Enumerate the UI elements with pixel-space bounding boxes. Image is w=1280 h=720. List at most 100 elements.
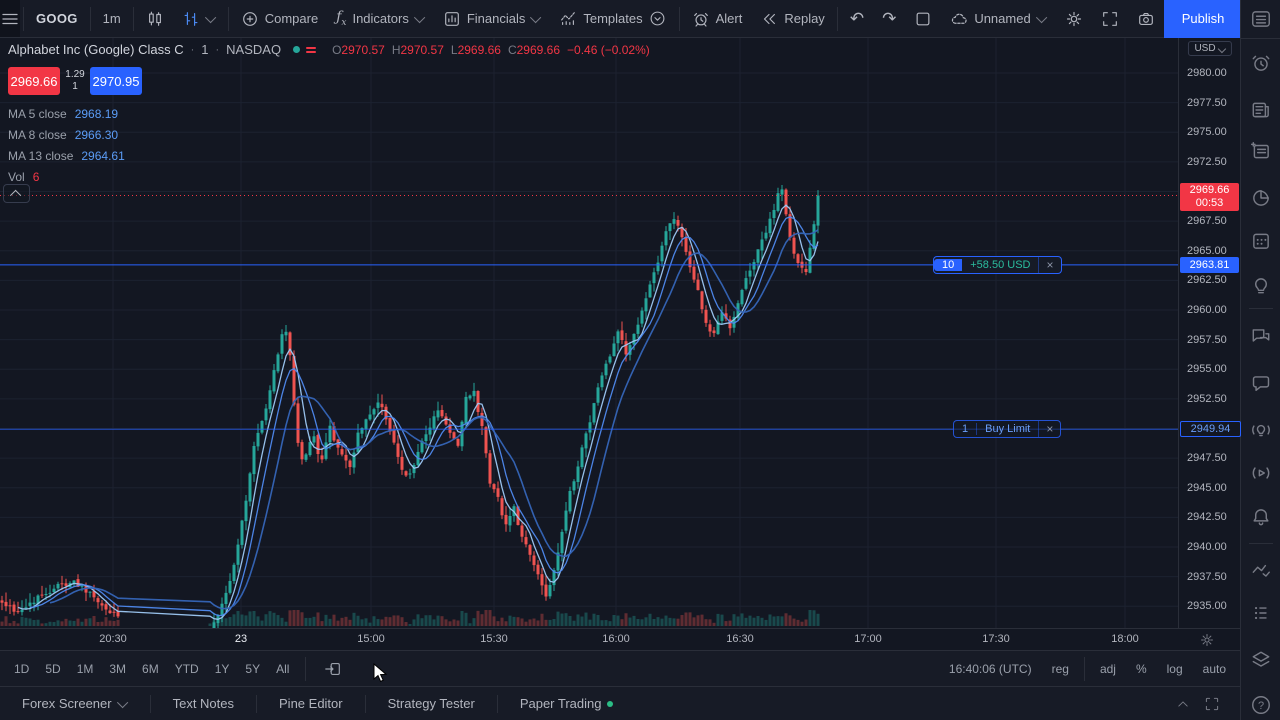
range-ytd-button[interactable]: YTD	[174, 661, 199, 676]
ideas-icon[interactable]	[1250, 274, 1272, 296]
screenshot-button[interactable]	[1128, 5, 1164, 33]
main-menu-button[interactable]	[0, 0, 20, 37]
price-tick-label: 2977.50	[1187, 96, 1227, 109]
price-axis[interactable]: USD 2969.66 00:53 2963.81 2949.94 2980.0…	[1178, 38, 1241, 628]
ideas-stream-icon[interactable]	[1250, 419, 1272, 441]
chart-area[interactable]: Alphabet Inc (Google) Class C · 1 · NASD…	[0, 38, 1178, 628]
hotlists-icon[interactable]	[1250, 187, 1272, 209]
object-tree-icon[interactable]	[1250, 649, 1272, 671]
candlestick-icon	[146, 10, 164, 28]
time-tick-label: 20:30	[99, 633, 127, 645]
data-window-icon[interactable]	[1250, 140, 1272, 162]
save-layout-button[interactable]: Unnamed	[941, 5, 1055, 33]
cancel-order-icon[interactable]: ×	[1046, 422, 1054, 437]
buy-button[interactable]: 2970.95	[90, 67, 142, 95]
chart-legend: Alphabet Inc (Google) Class C · 1 · NASD…	[8, 42, 650, 184]
top-toolbar: GOOG 1m Compare ƒx Indicators	[0, 0, 1243, 38]
time-axis[interactable]: 20:30 23 15:00 15:30 16:00 16:30 17:00 17:30 18:…	[0, 628, 1240, 650]
market-notice-icon[interactable]	[306, 46, 317, 53]
axis-settings-gear-icon[interactable]	[1199, 632, 1215, 648]
time-tick-label: 16:30	[726, 633, 754, 645]
bar-countdown: 00:53	[1195, 196, 1224, 209]
chart-type-button[interactable]	[173, 5, 225, 33]
replay-label: Replay	[784, 11, 825, 26]
range-5d-button[interactable]: 5D	[45, 661, 61, 676]
public-chats-icon[interactable]	[1250, 325, 1272, 347]
redo-button[interactable]: ↷	[882, 8, 897, 28]
tab-forex-screener[interactable]: Forex Screener	[0, 687, 150, 720]
sell-button[interactable]: 2969.66	[8, 67, 60, 95]
replay-button[interactable]: Replay	[751, 5, 833, 33]
symbol-button[interactable]: GOOG	[36, 11, 78, 26]
notifications-bell-icon[interactable]	[1250, 506, 1272, 528]
chevron-down-icon	[116, 696, 128, 708]
price-tick-label: 2955.00	[1187, 363, 1227, 376]
interval-button[interactable]: 1m	[102, 11, 121, 26]
publish-button[interactable]: Publish	[1163, 0, 1243, 38]
alert-button[interactable]: Alert	[683, 5, 752, 33]
price-tick-label: 2967.50	[1187, 215, 1227, 228]
price-tick-label: 2980.00	[1187, 67, 1227, 79]
compare-button[interactable]: Compare	[232, 5, 327, 33]
clock-utc[interactable]: 16:40:06 (UTC)	[948, 661, 1032, 676]
streams-icon[interactable]	[1250, 462, 1272, 484]
indicators-button[interactable]: ƒx Indicators	[327, 5, 434, 33]
bottom-toolbar: 1D 5D 1M 3M 6M YTD 1Y 5Y All 16:40:06 (U…	[0, 650, 1240, 686]
expand-panel-icon[interactable]	[1176, 697, 1190, 711]
ma13-legend-row[interactable]: MA 13 close 2964.61	[8, 149, 125, 163]
range-3m-button[interactable]: 3M	[109, 661, 127, 676]
news-icon[interactable]	[1250, 99, 1272, 121]
auto-scale-toggle[interactable]: auto	[1202, 661, 1226, 676]
tab-paper-trading[interactable]: Paper Trading	[498, 687, 636, 720]
ma5-legend-row[interactable]: MA 5 close 2968.19	[8, 107, 119, 121]
tab-pine-editor[interactable]: Pine Editor	[279, 696, 343, 711]
help-icon[interactable]: ?	[1250, 694, 1272, 716]
templates-button[interactable]: Templates	[550, 5, 675, 33]
position-widget[interactable]: 10 +58.50 USD ×	[933, 255, 1062, 274]
candle-style-button[interactable]	[137, 5, 173, 33]
session-toggle[interactable]: reg	[1051, 661, 1069, 676]
fullscreen-button[interactable]	[1092, 5, 1128, 33]
range-5y-button[interactable]: 5Y	[245, 661, 261, 676]
percent-scale-toggle[interactable]: %	[1135, 661, 1147, 676]
camera-icon	[1137, 10, 1155, 28]
log-scale-toggle[interactable]: log	[1166, 661, 1183, 676]
time-tick-label: 17:00	[854, 633, 882, 645]
my-feed-icon[interactable]	[1250, 559, 1272, 581]
go-to-date-icon[interactable]	[324, 660, 342, 678]
tab-strategy-tester[interactable]: Strategy Tester	[387, 696, 475, 711]
position-qty: 10	[934, 258, 963, 271]
divider	[678, 6, 680, 31]
undo-button[interactable]: ↶	[849, 8, 865, 28]
volume-legend-row[interactable]: Vol 6	[8, 170, 40, 184]
separator-dot: ·	[190, 43, 195, 56]
watchlist-icon[interactable]	[1250, 8, 1272, 30]
ma8-legend-row[interactable]: MA 8 close 2966.30	[8, 128, 119, 142]
calendar-icon[interactable]	[1250, 230, 1272, 252]
range-1y-button[interactable]: 1Y	[214, 661, 230, 676]
range-6m-button[interactable]: 6M	[142, 661, 159, 676]
dom-panel-icon[interactable]	[1250, 602, 1272, 624]
range-all-button[interactable]: All	[276, 661, 290, 676]
layout-select-button[interactable]	[905, 5, 941, 33]
financials-button[interactable]: Financials	[434, 5, 551, 33]
legend-collapse-button[interactable]	[3, 184, 30, 203]
maximize-panel-icon[interactable]	[1204, 696, 1220, 712]
private-chat-icon[interactable]	[1250, 372, 1272, 394]
order-type-label: Buy Limit	[977, 421, 1040, 438]
adjust-toggle[interactable]: adj	[1099, 661, 1116, 676]
plus-circle-icon	[241, 10, 259, 28]
settings-button[interactable]	[1056, 5, 1092, 33]
price-chart[interactable]	[0, 38, 1178, 628]
alerts-icon[interactable]	[1250, 52, 1272, 74]
lot-size: 1	[72, 81, 78, 92]
position-price-badge: 2963.81	[1180, 256, 1239, 273]
range-1d-button[interactable]: 1D	[14, 661, 30, 676]
symbol-title[interactable]: Alphabet Inc (Google) Class C	[8, 42, 184, 57]
buy-limit-order-widget[interactable]: 1 Buy Limit ×	[953, 420, 1062, 439]
currency-selector[interactable]: USD	[1187, 41, 1232, 56]
range-1m-button[interactable]: 1M	[76, 661, 94, 676]
price-tick-label: 2957.50	[1187, 333, 1227, 346]
close-position-icon[interactable]: ×	[1046, 257, 1054, 272]
tab-text-notes[interactable]: Text Notes	[172, 696, 235, 711]
